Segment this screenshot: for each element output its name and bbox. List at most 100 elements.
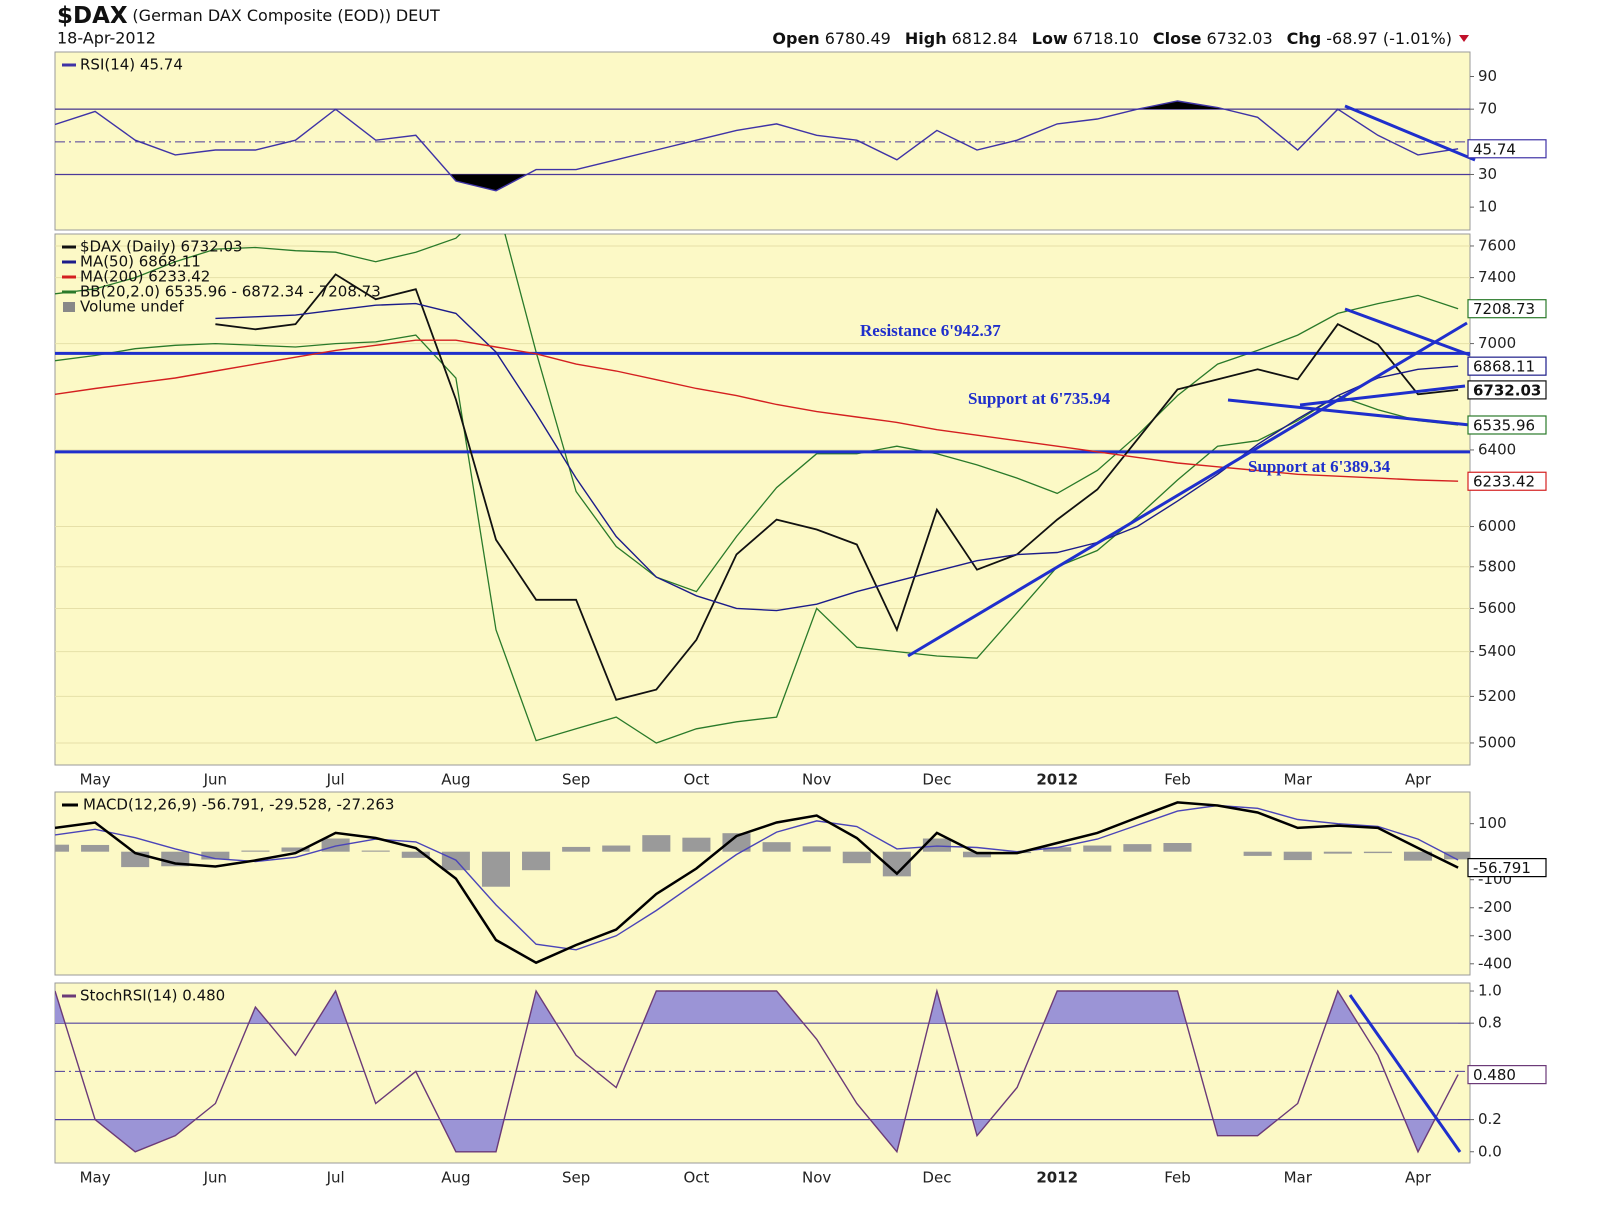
- x-tick-label: Aug: [441, 771, 470, 789]
- histogram-bar: [1444, 851, 1470, 860]
- y-tick-label: 90: [1478, 67, 1497, 85]
- value-box: [1467, 471, 1547, 491]
- histogram-bar: [81, 844, 110, 852]
- value-box-label: 6868.11: [1473, 358, 1535, 376]
- histogram-bar: [1363, 851, 1392, 854]
- panel-1: 5000 5200 5400 5600 5800 6000 6400 7000 7400 7600…: [54, 233, 1516, 789]
- x-tick-label: Sep: [562, 771, 590, 789]
- panel-0: 10 30 70 90 RSI(14) 45.74: [54, 51, 1497, 231]
- plot-area: [55, 801, 1470, 965]
- value-box: [1467, 380, 1547, 400]
- y-tick-label: 100: [1478, 814, 1507, 832]
- series-line: [55, 988, 1459, 1154]
- panel-3: 1.0 0.8 0.2 0.0 May Jun Jul Aug Sep Oct Nov Dec 2012…: [54, 982, 1502, 1187]
- histogram-bar: [401, 851, 430, 858]
- y-tick-label: 0.0: [1478, 1142, 1502, 1160]
- y-tick-label: 7600: [1478, 236, 1516, 254]
- x-tick-label: Aug: [441, 1169, 470, 1187]
- y-tick-label: 0.2: [1478, 1110, 1502, 1128]
- x-tick-label: Nov: [802, 1169, 831, 1187]
- histogram-bar: [642, 835, 671, 852]
- quote-value: 6718.10: [1073, 29, 1139, 48]
- trend-line: [1344, 104, 1476, 162]
- y-tick-label: -300: [1478, 926, 1512, 944]
- value-box: [1467, 299, 1547, 319]
- x-tick-label: Jul: [326, 771, 345, 789]
- value-box: [1467, 415, 1547, 435]
- histogram-bar: [562, 846, 591, 852]
- series-line: [55, 801, 1459, 965]
- trend-lines: [907, 104, 1476, 1153]
- annotation: Support at 6'735.94: [968, 389, 1111, 408]
- histogram-bar: [481, 851, 511, 887]
- quote-label: High: [905, 29, 947, 48]
- legend-swatch: [63, 302, 75, 312]
- y-tick-label: 7400: [1478, 268, 1516, 286]
- plot-area: [55, 988, 1470, 1154]
- legend-label: RSI(14) 45.74: [80, 56, 183, 74]
- y-tick-label: 0.8: [1478, 1014, 1502, 1032]
- value-box: [1467, 1065, 1547, 1085]
- y-tick-label: 5800: [1478, 557, 1516, 575]
- histogram-bar: [1323, 851, 1352, 854]
- x-tick-label: Oct: [683, 771, 709, 789]
- y-tick-label: 5400: [1478, 642, 1516, 660]
- level-label: Resistance 6'942.37: [860, 321, 1001, 340]
- x-tick-label: Apr: [1405, 1169, 1432, 1187]
- value-box-label: -56.791: [1473, 859, 1531, 877]
- quote-label: Close: [1153, 29, 1202, 48]
- level-label: Support at 6'389.34: [1248, 457, 1391, 476]
- down-arrow: [1459, 35, 1469, 42]
- x-tick-label: Oct: [683, 1169, 709, 1187]
- plot-area: [55, 234, 1470, 744]
- quote-value: -68.97 (-1.01%): [1326, 29, 1452, 48]
- plot-area: [55, 100, 1470, 192]
- trend-line: [1227, 398, 1471, 427]
- exchange: DEUT: [396, 6, 440, 25]
- y-tick-label: -200: [1478, 898, 1512, 916]
- histogram-bar: [682, 837, 711, 852]
- histogram-bar: [722, 833, 751, 852]
- legend-label: BB(20,2.0) 6535.96 - 6872.34 - 7208.73: [80, 283, 381, 301]
- date: 18-Apr-2012: [57, 29, 156, 48]
- histogram-bar: [241, 850, 270, 852]
- legend-label: Volume undef: [80, 298, 184, 316]
- y-tick-label: 6400: [1478, 440, 1516, 458]
- x-tick-label: 2012: [1036, 1169, 1078, 1187]
- x-tick-label: Jun: [203, 1169, 227, 1187]
- band-fill: [55, 991, 1358, 1024]
- x-tick-label: Mar: [1284, 771, 1313, 789]
- symbol-name: (German DAX Composite (EOD)): [132, 6, 391, 25]
- x-tick-label: May: [80, 1169, 111, 1187]
- x-tick-label: Dec: [922, 771, 951, 789]
- y-tick-label: 5600: [1478, 599, 1516, 617]
- trend-line: [1299, 384, 1466, 407]
- trend-line: [1348, 994, 1462, 1153]
- x-tick-label: Dec: [922, 1169, 951, 1187]
- x-tick-label: Sep: [562, 1169, 590, 1187]
- value-box-label: 6535.96: [1473, 416, 1535, 434]
- histogram-bar: [1043, 847, 1072, 852]
- quote-label: Chg: [1287, 29, 1322, 48]
- y-tick-label: 7000: [1478, 334, 1516, 352]
- x-tick-label: Feb: [1164, 1169, 1191, 1187]
- panel-background: [54, 51, 1471, 231]
- quote-label: Low: [1032, 29, 1068, 48]
- quote-value: 6780.49: [825, 29, 891, 48]
- value-box: [1467, 858, 1547, 878]
- value-box-label: 6732.03: [1473, 381, 1541, 399]
- histogram-bar: [281, 847, 310, 852]
- histogram-bar: [1243, 851, 1272, 856]
- y-tick-label: 1.0: [1478, 982, 1502, 1000]
- histogram-bar: [1403, 851, 1433, 861]
- series-line: [215, 302, 1459, 612]
- quote-value: 6812.84: [952, 29, 1018, 48]
- x-tick-label: Apr: [1405, 771, 1432, 789]
- series-line: [55, 100, 1459, 192]
- histogram-bar: [55, 844, 70, 852]
- value-box: [1467, 139, 1547, 159]
- bollinger-upper: [55, 234, 1459, 593]
- histogram-bar: [1283, 851, 1312, 861]
- value-box-label: 45.74: [1473, 140, 1516, 158]
